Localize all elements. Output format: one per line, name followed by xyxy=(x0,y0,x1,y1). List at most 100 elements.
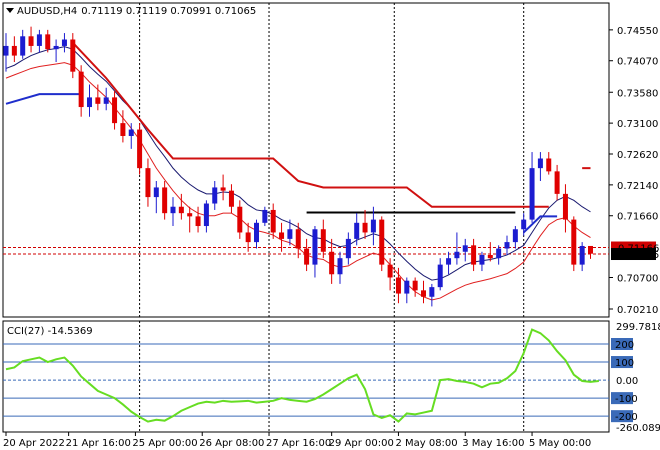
candle-body xyxy=(245,232,251,243)
price-tag-label: 0.71065 xyxy=(618,250,659,261)
candle-body xyxy=(70,39,76,72)
cci-line xyxy=(5,328,599,423)
candle xyxy=(571,216,577,272)
candle xyxy=(521,213,527,236)
price-tick-label: 0.71660 xyxy=(617,212,658,223)
candle-body xyxy=(178,206,184,214)
time-tick-label: 26 Apr 08:00 xyxy=(199,438,264,449)
price-pane[interactable] xyxy=(2,2,610,318)
candle-body xyxy=(329,251,335,275)
symbol-ohlc-label: AUDUSD,H4 0.71119 0.71119 0.70991 0.71065 xyxy=(17,6,256,17)
candle-body xyxy=(11,45,17,56)
price-tick-label: 0.73580 xyxy=(617,88,658,99)
price-tick-label: 0.73100 xyxy=(617,119,658,130)
time-axis[interactable]: 20 Apr 2022 21 Apr 16:00 25 Apr 00:00 26 Ap… xyxy=(3,432,591,449)
candle-body xyxy=(128,129,134,136)
price-tick-label: 0.72140 xyxy=(617,181,658,192)
candle xyxy=(562,184,568,233)
cci-level-tag-label: -100 xyxy=(615,394,638,405)
symbol-dropdown-icon[interactable] xyxy=(6,8,14,13)
time-tick-label: 3 May 16:00 xyxy=(462,438,524,449)
price-axis[interactable]: 0.74550 0.74070 0.73580 0.73100 0.72620 0.721… xyxy=(609,26,659,316)
candle xyxy=(270,203,276,239)
candle-body xyxy=(87,97,92,108)
candle-body xyxy=(304,248,310,265)
price-tick-label: 0.72620 xyxy=(617,150,658,161)
candle-body xyxy=(170,206,176,214)
candle-body xyxy=(28,36,34,46)
candle-body xyxy=(504,242,510,249)
cci-level-tag: -200 xyxy=(611,410,638,423)
cci-level-tag: 200 xyxy=(611,338,634,351)
candle-body xyxy=(354,222,360,239)
candle xyxy=(128,123,134,149)
time-tick-label: 2 May 08:00 xyxy=(395,438,457,449)
candle xyxy=(471,238,477,272)
cci-tick-label: -260.089 xyxy=(616,423,660,434)
cci-axis[interactable]: 299.7818 200 100 0.00 -100 -200-260.089 xyxy=(611,322,660,434)
cci-level-tag-bg xyxy=(611,410,633,423)
candle-body xyxy=(3,45,9,56)
candle xyxy=(262,206,268,227)
candle xyxy=(412,277,418,297)
candle-body xyxy=(579,245,585,265)
candle xyxy=(203,200,209,233)
candle xyxy=(36,29,42,53)
candle-body xyxy=(588,245,593,254)
candle xyxy=(153,181,159,214)
candle xyxy=(370,206,376,246)
candle xyxy=(462,238,468,262)
candle-body xyxy=(295,229,301,249)
candle xyxy=(245,222,251,252)
candle xyxy=(212,181,218,210)
candle-body xyxy=(45,34,51,50)
candle-body xyxy=(220,187,226,191)
cci-level-tag-bg xyxy=(611,338,633,351)
candle-body xyxy=(53,45,59,50)
candle-body xyxy=(345,238,351,259)
candle-body xyxy=(78,71,84,108)
cci-level-lines xyxy=(3,343,609,417)
candle xyxy=(95,84,101,111)
candle xyxy=(287,219,293,246)
candle-body xyxy=(203,203,209,227)
candle xyxy=(421,280,426,304)
cci-level-tag: -100 xyxy=(611,392,638,405)
candle-body xyxy=(337,258,343,275)
candle-body xyxy=(212,187,218,204)
trailing-stop-blue xyxy=(523,215,558,234)
candle xyxy=(70,33,76,79)
candle xyxy=(61,33,67,53)
trailing-stop-blue xyxy=(5,93,82,105)
candle xyxy=(237,200,243,239)
candle-body xyxy=(387,264,393,278)
candle xyxy=(87,84,92,117)
cci-level-tag-bg xyxy=(611,356,633,369)
candle-body xyxy=(554,171,560,194)
candle-body xyxy=(571,219,577,265)
candle-body xyxy=(562,193,568,220)
cci-pane[interactable] xyxy=(2,320,610,433)
candle xyxy=(45,29,51,53)
time-tick-label: 5 May 00:00 xyxy=(529,438,591,449)
candle-body xyxy=(546,158,552,172)
candle xyxy=(28,26,34,53)
trailing-stop-red xyxy=(72,42,549,208)
time-tick-label: 21 Apr 16:00 xyxy=(66,438,131,449)
time-tick-label: 20 Apr 2022 xyxy=(3,438,65,449)
candle xyxy=(145,158,151,207)
candle xyxy=(162,181,168,220)
candle-body xyxy=(254,222,259,243)
candle-body xyxy=(487,254,493,259)
candle xyxy=(137,123,143,175)
candle xyxy=(579,242,585,272)
candle xyxy=(554,164,560,201)
candle xyxy=(337,251,343,284)
candle-body xyxy=(95,97,101,104)
price-tag-bg xyxy=(611,248,656,261)
candle xyxy=(404,277,410,304)
candle-body xyxy=(120,123,126,136)
candle xyxy=(178,193,184,220)
cci-series xyxy=(5,328,599,423)
